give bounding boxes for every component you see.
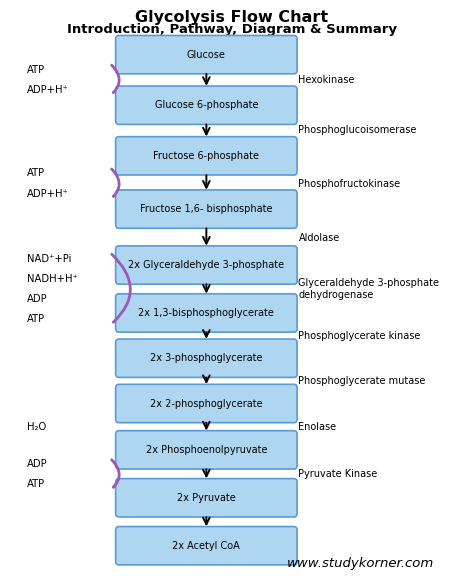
- FancyBboxPatch shape: [116, 479, 297, 517]
- FancyBboxPatch shape: [116, 294, 297, 332]
- FancyArrowPatch shape: [112, 460, 119, 487]
- Text: Glucose 6-phosphate: Glucose 6-phosphate: [155, 100, 258, 110]
- FancyBboxPatch shape: [116, 384, 297, 423]
- Text: ADP+H⁺: ADP+H⁺: [27, 85, 68, 95]
- Text: Phosphoglycerate mutase: Phosphoglycerate mutase: [299, 376, 426, 386]
- Text: 2x Glyceraldehyde 3-phosphate: 2x Glyceraldehyde 3-phosphate: [128, 260, 284, 270]
- Text: 2x Pyruvate: 2x Pyruvate: [177, 493, 236, 503]
- Text: NADH+H⁺: NADH+H⁺: [27, 274, 77, 284]
- Text: NAD⁺+Pi: NAD⁺+Pi: [27, 254, 71, 264]
- FancyBboxPatch shape: [116, 136, 297, 175]
- Text: Fructose 1,6- bisphosphate: Fructose 1,6- bisphosphate: [140, 204, 273, 214]
- Text: Pyruvate Kinase: Pyruvate Kinase: [299, 469, 378, 479]
- Text: 2x Acetyl CoA: 2x Acetyl CoA: [173, 541, 240, 551]
- FancyBboxPatch shape: [116, 246, 297, 284]
- FancyBboxPatch shape: [116, 339, 297, 377]
- Text: Glyceraldehyde 3-phosphate
dehydrogenase: Glyceraldehyde 3-phosphate dehydrogenase: [299, 278, 439, 300]
- Text: Glucose: Glucose: [187, 50, 226, 60]
- Text: Phosphoglucoisomerase: Phosphoglucoisomerase: [299, 125, 417, 135]
- Text: ADP: ADP: [27, 460, 47, 469]
- FancyArrowPatch shape: [112, 254, 130, 322]
- Text: 2x 1,3-bisphosphoglycerate: 2x 1,3-bisphosphoglycerate: [138, 308, 274, 318]
- FancyArrowPatch shape: [112, 169, 119, 197]
- Text: Phosphofructokinase: Phosphofructokinase: [299, 179, 401, 188]
- Text: ATP: ATP: [27, 65, 45, 75]
- FancyBboxPatch shape: [116, 86, 297, 124]
- FancyBboxPatch shape: [116, 190, 297, 228]
- Text: ATP: ATP: [27, 480, 45, 490]
- Text: ATP: ATP: [27, 314, 45, 324]
- Text: Aldolase: Aldolase: [299, 234, 340, 243]
- Text: H₂O: H₂O: [27, 423, 46, 432]
- Text: Glycolysis Flow Chart: Glycolysis Flow Chart: [135, 10, 328, 25]
- Text: Enolase: Enolase: [299, 423, 337, 432]
- Text: www.studykorner.com: www.studykorner.com: [287, 557, 434, 570]
- Text: Introduction, Pathway, Diagram & Summary: Introduction, Pathway, Diagram & Summary: [67, 23, 397, 36]
- Text: ATP: ATP: [27, 168, 45, 179]
- Text: Fructose 6-phosphate: Fructose 6-phosphate: [154, 151, 259, 161]
- Text: 2x 3-phosphoglycerate: 2x 3-phosphoglycerate: [150, 353, 263, 363]
- FancyBboxPatch shape: [116, 527, 297, 565]
- Text: 2x Phosphoenolpyruvate: 2x Phosphoenolpyruvate: [146, 445, 267, 455]
- Text: ADP: ADP: [27, 294, 47, 304]
- Text: 2x 2-phosphoglycerate: 2x 2-phosphoglycerate: [150, 398, 263, 409]
- Text: Phosphoglycerate kinase: Phosphoglycerate kinase: [299, 331, 421, 341]
- Text: Hexokinase: Hexokinase: [299, 75, 355, 85]
- FancyBboxPatch shape: [116, 35, 297, 74]
- FancyArrowPatch shape: [112, 65, 119, 92]
- Text: ADP+H⁺: ADP+H⁺: [27, 188, 68, 199]
- FancyBboxPatch shape: [116, 431, 297, 469]
